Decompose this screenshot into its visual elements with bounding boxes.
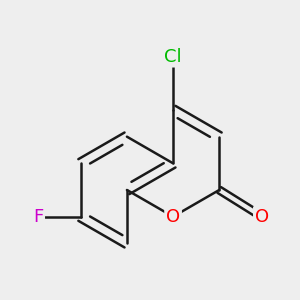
Text: O: O bbox=[255, 208, 269, 226]
Text: Cl: Cl bbox=[164, 48, 182, 66]
Text: O: O bbox=[166, 208, 180, 226]
Text: F: F bbox=[33, 208, 43, 226]
